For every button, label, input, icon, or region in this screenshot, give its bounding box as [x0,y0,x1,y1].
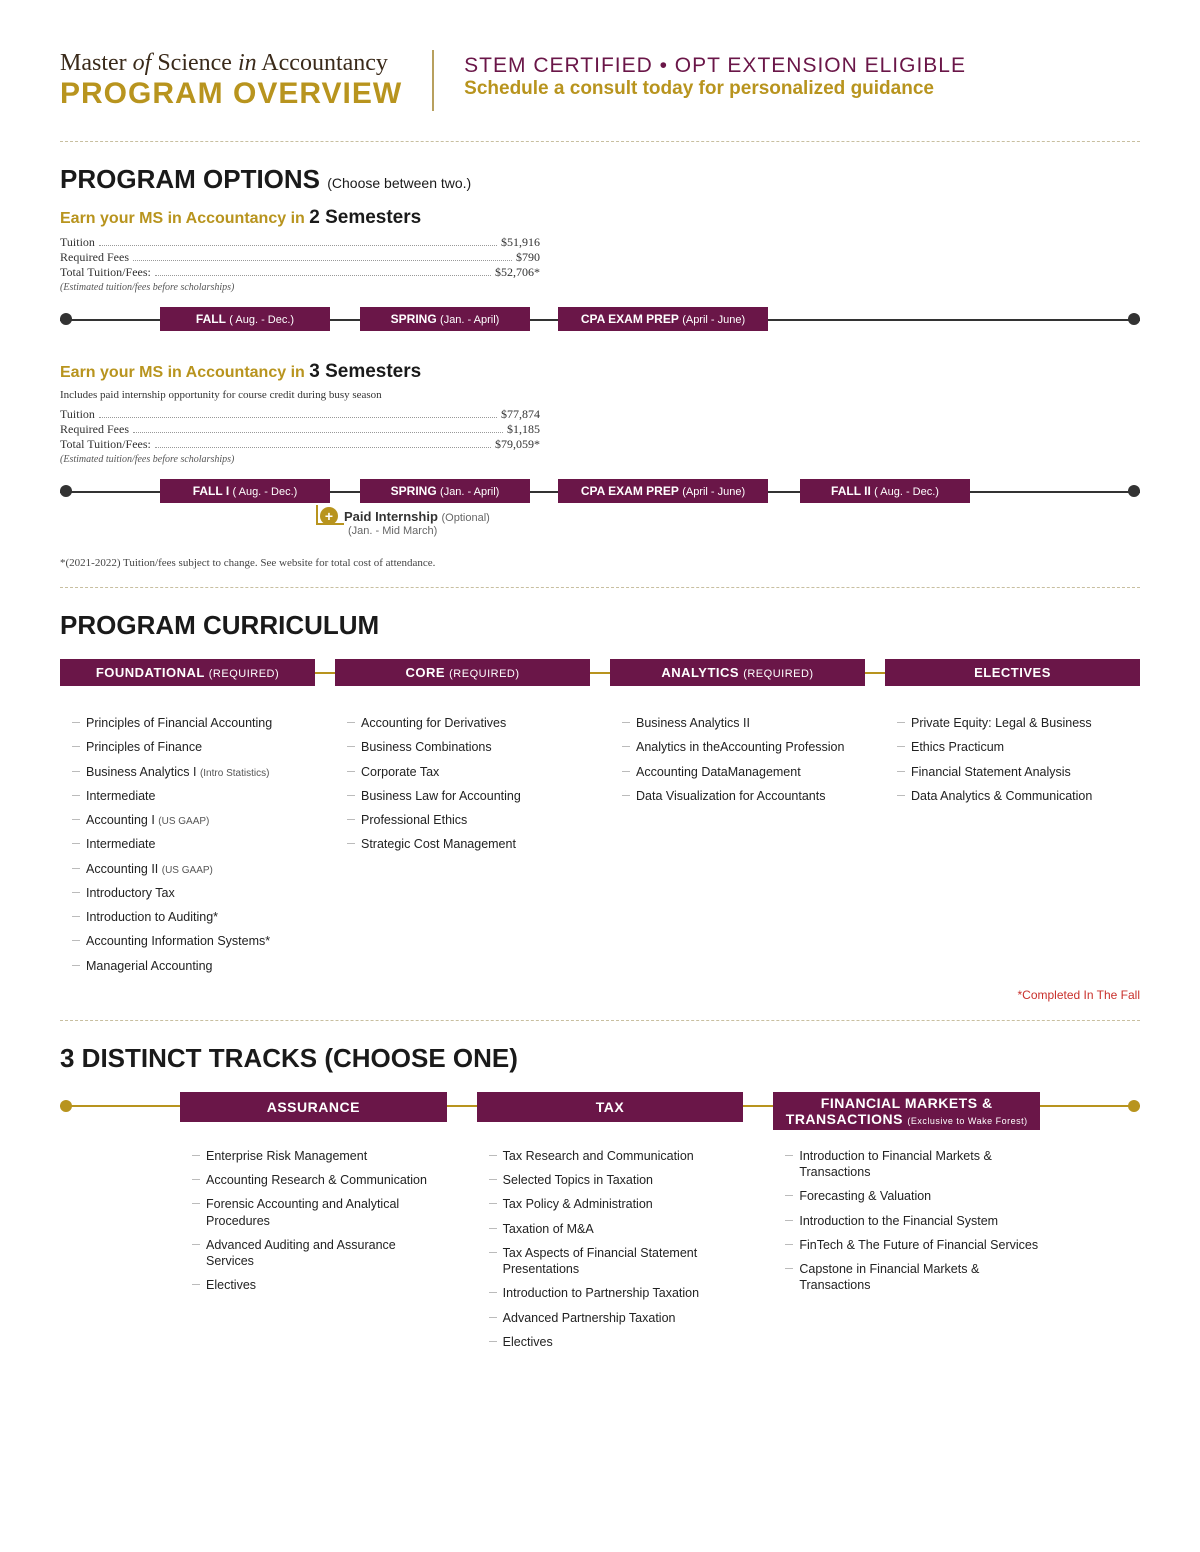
course-item: Accounting for Derivatives [347,711,590,735]
track-course-item: Electives [192,1273,447,1297]
timeline-segment: CPA EXAM PREP (April - June) [558,479,768,503]
timeline-segment: SPRING (Jan. - April) [360,307,530,331]
course-item: Accounting I (US GAAP) [72,808,315,832]
track-course-item: Forensic Accounting and Analytical Proce… [192,1192,447,1233]
fee-row: Total Tuition/Fees:$52,706* [60,265,540,280]
track-course-item: Introduction to Partnership Taxation [489,1281,744,1305]
three-semester-fees: Tuition$77,874Required Fees$1,185Total T… [60,407,540,452]
tracks-heading: 3 DISTINCT TRACKS (CHOOSE ONE) [60,1043,1140,1074]
course-item: Professional Ethics [347,808,590,832]
divider [60,141,1140,142]
fall-completion-note: *Completed In The Fall [60,988,1140,1002]
three-semester-heading: Earn your MS in Accountancy in 3 Semeste… [60,361,1140,383]
track-course-item: Advanced Partnership Taxation [489,1306,744,1330]
course-item: Analytics in theAccounting Profession [622,735,865,759]
track-course-item: Capstone in Financial Markets & Transact… [785,1257,1040,1298]
three-semester-fee-note: (Estimated tuition/fees before scholarsh… [60,454,1140,465]
course-item: Business Law for Accounting [347,784,590,808]
course-item: Accounting II (US GAAP) [72,857,315,881]
track-course-item: Electives [489,1330,744,1354]
course-item: Financial Statement Analysis [897,760,1140,784]
page-header: Master of Science in Accountancy PROGRAM… [60,50,1140,111]
timeline-segment: CPA EXAM PREP (April - June) [558,307,768,331]
two-semester-fee-note: (Estimated tuition/fees before scholarsh… [60,282,1140,293]
course-item: Business Combinations [347,735,590,759]
track-head: ASSURANCE [180,1092,447,1122]
internship-connector [316,505,1140,525]
course-item: Intermediate [72,784,315,808]
course-item: Private Equity: Legal & Business [897,711,1140,735]
program-options-heading: PROGRAM OPTIONS (Choose between two.) [60,164,1140,195]
tracks-columns: Enterprise Risk ManagementAccounting Res… [60,1130,1140,1354]
curriculum-columns: Principles of Financial AccountingPrinci… [60,697,1140,978]
course-item: Business Analytics I (Intro Statistics) [72,760,315,784]
course-item: Principles of Finance [72,735,315,759]
timeline-segment: FALL ( Aug. - Dec.) [160,307,330,331]
timeline-segment: FALL II ( Aug. - Dec.) [800,479,970,503]
tracks-headers: ASSURANCETAXFINANCIAL MARKETS & TRANSACT… [60,1092,1140,1120]
curriculum-headers: FOUNDATIONAL (REQUIRED) CORE (REQUIRED) AN… [60,659,1140,687]
course-item: Introduction to Auditing* [72,905,315,929]
timeline-segment: FALL I ( Aug. - Dec.) [160,479,330,503]
tuition-disclaimer: *(2021-2022) Tuition/fees subject to cha… [60,557,1140,569]
fee-row: Total Tuition/Fees:$79,059* [60,437,540,452]
course-item: Corporate Tax [347,760,590,784]
course-item: Intermediate [72,832,315,856]
course-item: Ethics Practicum [897,735,1140,759]
header-title-line1: Master of Science in Accountancy [60,50,402,77]
curriculum-col-head: CORE (REQUIRED) [335,659,590,686]
track-head: FINANCIAL MARKETS & TRANSACTIONS (Exclus… [773,1092,1040,1130]
header-title-line2: PROGRAM OVERVIEW [60,77,402,111]
two-semester-fees: Tuition$51,916Required Fees$790Total Tui… [60,235,540,280]
track-course-item: Tax Aspects of Financial Statement Prese… [489,1241,744,1282]
fee-row: Required Fees$1,185 [60,422,540,437]
timeline-segment: SPRING (Jan. - April) [360,479,530,503]
curriculum-col-head: ELECTIVES [885,659,1140,686]
course-item: Introductory Tax [72,881,315,905]
track-course-item: Selected Topics in Taxation [489,1168,744,1192]
divider [60,587,1140,588]
divider [60,1020,1140,1021]
three-semester-subnote: Includes paid internship opportunity for… [60,389,1140,401]
consult-text: Schedule a consult today for personalize… [464,78,966,100]
curriculum-col-head: ANALYTICS (REQUIRED) [610,659,865,686]
course-item: Principles of Financial Accounting [72,711,315,735]
course-item: Managerial Accounting [72,954,315,978]
track-course-item: Tax Research and Communication [489,1144,744,1168]
track-course-item: Enterprise Risk Management [192,1144,447,1168]
three-semester-timeline: FALL I ( Aug. - Dec.) SPRING (Jan. - Apri… [60,479,1140,505]
track-course-item: Forecasting & Valuation [785,1184,1040,1208]
track-course-item: Tax Policy & Administration [489,1192,744,1216]
track-course-item: Accounting Research & Communication [192,1168,447,1192]
track-course-item: Introduction to the Financial System [785,1209,1040,1233]
fee-row: Required Fees$790 [60,250,540,265]
track-course-item: Advanced Auditing and Assurance Services [192,1233,447,1274]
fee-row: Tuition$51,916 [60,235,540,250]
two-semester-timeline: FALL ( Aug. - Dec.) SPRING (Jan. - April)… [60,307,1140,333]
curriculum-heading: PROGRAM CURRICULUM [60,610,1140,641]
course-item: Strategic Cost Management [347,832,590,856]
track-head: TAX [477,1092,744,1122]
stem-certified-text: STEM CERTIFIED • OPT EXTENSION ELIGIBLE [464,54,966,78]
course-item: Business Analytics II [622,711,865,735]
course-item: Data Analytics & Communication [897,784,1140,808]
two-semester-heading: Earn your MS in Accountancy in 2 Semeste… [60,207,1140,229]
curriculum-col-head: FOUNDATIONAL (REQUIRED) [60,659,315,686]
course-item: Accounting DataManagement [622,760,865,784]
course-item: Data Visualization for Accountants [622,784,865,808]
track-course-item: FinTech & The Future of Financial Servic… [785,1233,1040,1257]
fee-row: Tuition$77,874 [60,407,540,422]
track-course-item: Introduction to Financial Markets & Tran… [785,1144,1040,1185]
course-item: Accounting Information Systems* [72,929,315,953]
track-course-item: Taxation of M&A [489,1217,744,1241]
